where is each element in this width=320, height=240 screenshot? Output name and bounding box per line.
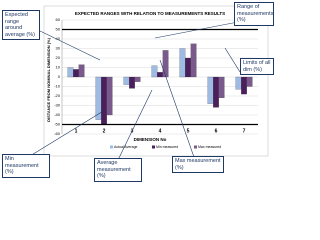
x-tick-label: 5 [187, 128, 190, 134]
y-tick-label: 10 [56, 65, 61, 70]
legend-label: Actual Average [114, 145, 138, 149]
bar [129, 76, 135, 89]
y-tick-label: 40 [56, 36, 61, 41]
bar [185, 57, 191, 78]
annotation: Range of measurements (%) [234, 2, 274, 26]
chart-frame [43, 5, 269, 157]
annotation: Max measurement (%) [172, 156, 224, 173]
bar [106, 76, 113, 116]
legend-label: Min measured [156, 145, 178, 149]
bar [134, 76, 141, 82]
callout-lines [29, 21, 241, 161]
bar [218, 76, 225, 98]
y-tick-label: -50 [54, 122, 61, 127]
y-tick-label: 60 [56, 17, 61, 22]
x-tick-label: 4 [159, 128, 162, 134]
y-tick-label: 20 [56, 55, 61, 60]
page: {"chart_data": {"type": "bar", "title": … [0, 0, 275, 183]
legend-label: Max measured [198, 145, 221, 149]
bar [73, 69, 79, 78]
y-tick-label: 0 [58, 74, 61, 79]
y-tick-label: -30 [54, 103, 61, 108]
y-tick-label: -10 [54, 84, 61, 89]
x-tick-label: 1 [75, 128, 78, 134]
legend-swatch [110, 145, 113, 149]
chart-title: EXPECTED RANGES WITH RELATION TO MEASURE… [75, 11, 225, 16]
x-tick-label: 2 [103, 128, 106, 134]
bar [246, 76, 253, 87]
bar [162, 50, 169, 78]
bar [123, 76, 130, 85]
bar [190, 43, 197, 78]
bar [235, 76, 242, 90]
bar [207, 76, 214, 104]
x-tick-label: 6 [215, 128, 218, 134]
y-tick-label: -20 [54, 93, 61, 98]
bar [101, 76, 107, 125]
bar [151, 65, 158, 78]
y-axis-label: DISTANCE FROM NOMINAL DIMENSION (%) [46, 37, 51, 122]
annotation: Limits of all dim (%) [240, 58, 274, 75]
bar [157, 72, 163, 78]
bar [95, 76, 102, 120]
annotation: Average measurement (%) [94, 158, 142, 182]
chart: EXPECTED RANGES WITH RELATION TO MEASURE… [29, 5, 269, 161]
y-tick-label: 30 [56, 46, 61, 51]
x-axis-label: DIMENSION No [134, 137, 167, 142]
bar [213, 76, 219, 108]
bar [67, 67, 74, 78]
bar [241, 76, 247, 95]
annotation: Min measurement (%) [2, 154, 50, 178]
annotation: Expected range around average (%) [2, 10, 40, 40]
x-tick-label: 7 [243, 128, 246, 134]
y-tick-label: -60 [54, 131, 61, 136]
bar [179, 48, 186, 78]
legend-swatch [152, 145, 155, 149]
y-tick-label: 50 [56, 27, 61, 32]
bar [78, 64, 85, 78]
y-tick-label: -40 [54, 112, 61, 117]
legend-swatch [194, 145, 197, 149]
